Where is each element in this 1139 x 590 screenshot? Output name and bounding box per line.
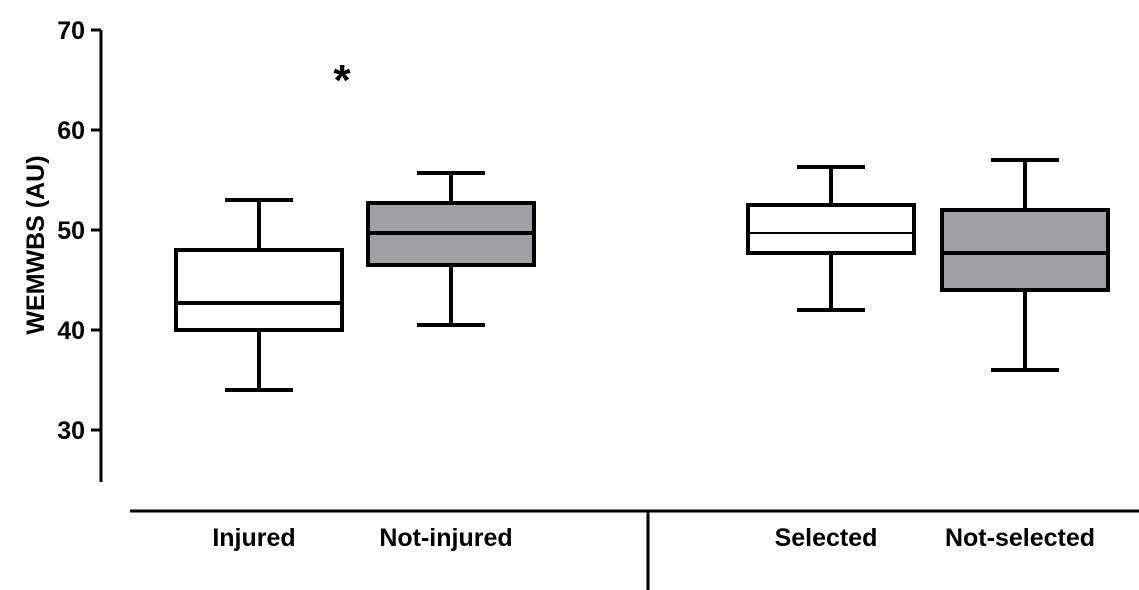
y-tick-label: 30 xyxy=(57,417,85,445)
y-tick-label: 60 xyxy=(57,117,85,145)
iqr-box xyxy=(746,203,916,255)
box-not-selected xyxy=(940,158,1110,372)
iqr-box xyxy=(174,248,344,332)
box-not-injured xyxy=(366,171,536,327)
y-tick-label: 50 xyxy=(57,217,85,245)
box-selected xyxy=(746,165,916,312)
y-axis-title: WEMWBS (AU) xyxy=(22,155,50,334)
y-tick-label: 40 xyxy=(57,317,85,345)
x-category-label: Not-injured xyxy=(379,524,512,552)
significance-marker: * xyxy=(333,56,351,105)
x-category-label: Selected xyxy=(775,524,878,552)
box-injured xyxy=(174,198,344,392)
y-tick-label: 70 xyxy=(57,17,85,45)
x-category-label: Not-selected xyxy=(945,524,1095,552)
x-axis xyxy=(130,509,1139,590)
x-category-label: Injured xyxy=(212,524,295,552)
iqr-box xyxy=(940,208,1110,292)
y-axis: 30 40 50 60 70 xyxy=(57,17,103,482)
box-series: Injured * Not-injured Selected Not-selected xyxy=(174,56,1110,552)
